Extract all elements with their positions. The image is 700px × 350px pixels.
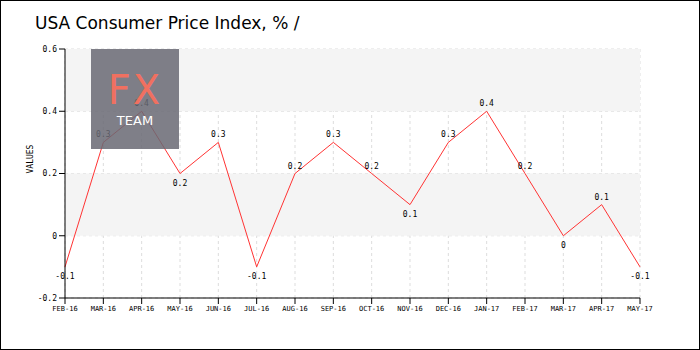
svg-text:0.1: 0.1 bbox=[594, 193, 609, 202]
svg-text:APR-17: APR-17 bbox=[589, 305, 614, 313]
svg-text:0: 0 bbox=[52, 232, 57, 241]
svg-text:0.4: 0.4 bbox=[479, 99, 494, 108]
svg-text:MAY-16: MAY-16 bbox=[167, 305, 192, 313]
svg-text:MAY-17: MAY-17 bbox=[627, 305, 652, 313]
html-text:USA Consumer Price Index, % /: USA Consumer Price Index, % / bbox=[35, 13, 300, 33]
svg-text:0.4: 0.4 bbox=[43, 107, 58, 116]
svg-text:-0.1: -0.1 bbox=[630, 272, 649, 281]
svg-text:OCT-16: OCT-16 bbox=[359, 305, 384, 313]
svg-text:SEP-16: SEP-16 bbox=[321, 305, 346, 313]
svg-text:FEB-16: FEB-16 bbox=[52, 305, 77, 313]
svg-text:0.3: 0.3 bbox=[441, 130, 456, 139]
svg-text:JAN-17: JAN-17 bbox=[474, 305, 499, 313]
svg-text:DEC-16: DEC-16 bbox=[436, 305, 461, 313]
svg-text:-0.2: -0.2 bbox=[38, 294, 57, 303]
svg-text:JUL-16: JUL-16 bbox=[244, 305, 269, 313]
svg-text:0.3: 0.3 bbox=[326, 130, 341, 139]
svg-text:MAR-16: MAR-16 bbox=[91, 305, 116, 313]
svg-text:JUN-16: JUN-16 bbox=[206, 305, 231, 313]
svg-text:-0.1: -0.1 bbox=[247, 272, 266, 281]
svg-text:0.2: 0.2 bbox=[288, 162, 303, 171]
svg-text:NOV-16: NOV-16 bbox=[397, 305, 422, 313]
svg-text:MAR-17: MAR-17 bbox=[551, 305, 576, 313]
html-text:TEAM: TEAM bbox=[116, 113, 154, 128]
svg-text:-0.1: -0.1 bbox=[55, 272, 74, 281]
svg-text:APR-16: APR-16 bbox=[129, 305, 154, 313]
html-text:FX: FX bbox=[107, 67, 163, 113]
svg-text:0.2: 0.2 bbox=[173, 179, 188, 188]
svg-text:0: 0 bbox=[561, 241, 566, 250]
svg-text:0.3: 0.3 bbox=[211, 130, 226, 139]
svg-text:0.1: 0.1 bbox=[403, 210, 418, 219]
svg-text:0.2: 0.2 bbox=[518, 162, 533, 171]
svg-text:0.6: 0.6 bbox=[43, 45, 58, 54]
svg-text:VALUES: VALUES bbox=[26, 144, 35, 173]
svg-text:FEB-17: FEB-17 bbox=[512, 305, 537, 313]
svg-text:0.2: 0.2 bbox=[364, 162, 379, 171]
svg-text:0.2: 0.2 bbox=[43, 169, 58, 178]
svg-text:AUG-16: AUG-16 bbox=[282, 305, 307, 313]
